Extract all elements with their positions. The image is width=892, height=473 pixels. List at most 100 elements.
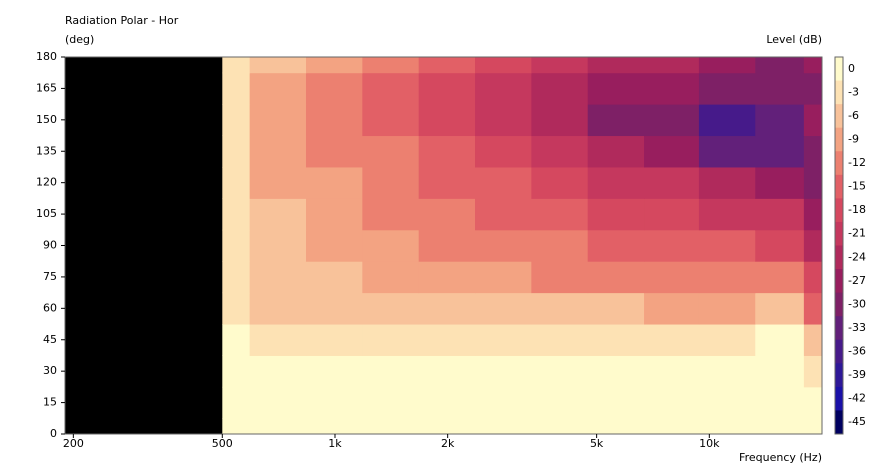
colorbar-swatch bbox=[835, 104, 843, 129]
contour-cell bbox=[698, 72, 756, 105]
contour-cell bbox=[249, 418, 307, 435]
colorbar-swatch bbox=[835, 363, 843, 388]
colorbar-tick-label: -42 bbox=[848, 392, 866, 405]
contour-cell bbox=[755, 386, 805, 419]
colorbar-swatch bbox=[835, 174, 843, 199]
contour-cell bbox=[531, 324, 589, 356]
contour-cell bbox=[249, 355, 307, 388]
contour-cell bbox=[803, 72, 823, 105]
contour-cell bbox=[755, 324, 805, 356]
colorbar-tick-label: -33 bbox=[848, 321, 866, 334]
contour-cell bbox=[305, 72, 363, 105]
contour-cell bbox=[698, 355, 756, 388]
colorbar-tick-label: -12 bbox=[848, 156, 866, 169]
contour-cell bbox=[803, 324, 823, 356]
contour-cell bbox=[531, 261, 589, 294]
x-tick-label: 2k bbox=[441, 437, 455, 450]
x-tick-label: 5k bbox=[590, 437, 604, 450]
contour-cell bbox=[249, 166, 307, 199]
contour-cell bbox=[305, 292, 363, 325]
contour-cell bbox=[222, 324, 251, 356]
contour-cell bbox=[698, 166, 756, 199]
colorbar-swatch bbox=[835, 127, 843, 152]
contour-cell bbox=[222, 135, 251, 168]
colorbar-tick-label: 0 bbox=[848, 62, 855, 75]
contour-cell bbox=[698, 292, 756, 325]
colorbar-swatch bbox=[835, 80, 843, 105]
contour-cell bbox=[305, 324, 363, 356]
contour-cell bbox=[222, 104, 251, 137]
contour-cell bbox=[249, 261, 307, 294]
contour-cell bbox=[531, 166, 589, 199]
contour-cell bbox=[644, 324, 700, 356]
contour-cell bbox=[755, 166, 805, 199]
contour-cell bbox=[222, 72, 251, 105]
contour-cell bbox=[587, 324, 645, 356]
contour-cell bbox=[803, 261, 823, 294]
contour-cell bbox=[803, 166, 823, 199]
contour-cell bbox=[755, 418, 805, 435]
contour-cell bbox=[587, 72, 645, 105]
contour-cell bbox=[755, 292, 805, 325]
contour-cell bbox=[475, 355, 532, 388]
contour-cell bbox=[698, 135, 756, 168]
contour-cell bbox=[418, 72, 476, 105]
contour-cell bbox=[531, 292, 589, 325]
contour-cell bbox=[222, 386, 251, 419]
colorbar-swatch bbox=[835, 198, 843, 223]
contour-cell bbox=[644, 57, 700, 74]
contour-cell bbox=[475, 57, 532, 74]
colorbar-swatch bbox=[835, 245, 843, 270]
contour-cell bbox=[362, 166, 420, 199]
contour-cell bbox=[803, 198, 823, 231]
contour-cell bbox=[249, 135, 307, 168]
contour-cell bbox=[475, 229, 532, 262]
contour-cell bbox=[418, 104, 476, 137]
y-tick-label: 180 bbox=[36, 50, 57, 63]
contour-cell bbox=[222, 166, 251, 199]
contour-cell bbox=[305, 229, 363, 262]
contour-cell bbox=[755, 57, 805, 74]
contour-cell bbox=[362, 355, 420, 388]
y-tick-label: 90 bbox=[43, 239, 57, 252]
contour-cell bbox=[644, 386, 700, 419]
contour-cell bbox=[475, 72, 532, 105]
contour-cell bbox=[803, 57, 823, 74]
colorbar-frame bbox=[834, 56, 844, 435]
contour-cell bbox=[418, 229, 476, 262]
contour-cell bbox=[803, 386, 823, 419]
contour-cell bbox=[698, 198, 756, 231]
contour-cell bbox=[755, 229, 805, 262]
y-tick-label: 30 bbox=[43, 364, 57, 377]
contour-cell bbox=[587, 57, 645, 74]
contour-cell bbox=[362, 418, 420, 435]
contour-cell bbox=[698, 57, 756, 74]
y-tick-label: 0 bbox=[50, 427, 57, 440]
contour-cell bbox=[418, 261, 476, 294]
x-axis-label: Frequency (Hz) bbox=[739, 451, 822, 464]
y-tick-label: 15 bbox=[43, 396, 57, 409]
contour-cell bbox=[222, 418, 251, 435]
colorbar-tick-label: -18 bbox=[848, 203, 866, 216]
contour-cell bbox=[587, 166, 645, 199]
contour-cell bbox=[755, 355, 805, 388]
y-tick-label: 135 bbox=[36, 144, 57, 157]
contour-cell bbox=[249, 57, 307, 74]
contour-cell bbox=[755, 104, 805, 137]
contour-cell bbox=[362, 292, 420, 325]
x-tick-label: 10k bbox=[699, 437, 720, 450]
colorbar-tick-label: -15 bbox=[848, 180, 866, 193]
contour-cell bbox=[362, 198, 420, 231]
contour-cell bbox=[587, 135, 645, 168]
contour-cell bbox=[698, 261, 756, 294]
colorbar-label: Level (dB) bbox=[766, 33, 822, 46]
contour-cell bbox=[644, 292, 700, 325]
contour-cell bbox=[305, 418, 363, 435]
y-tick-label: 60 bbox=[43, 301, 57, 314]
contour-cell bbox=[362, 261, 420, 294]
y-tick-label: 75 bbox=[43, 270, 57, 283]
x-tick-label: 200 bbox=[63, 437, 84, 450]
contour-cell bbox=[531, 72, 589, 105]
contour-cell bbox=[698, 104, 756, 137]
contour-cell bbox=[362, 72, 420, 105]
